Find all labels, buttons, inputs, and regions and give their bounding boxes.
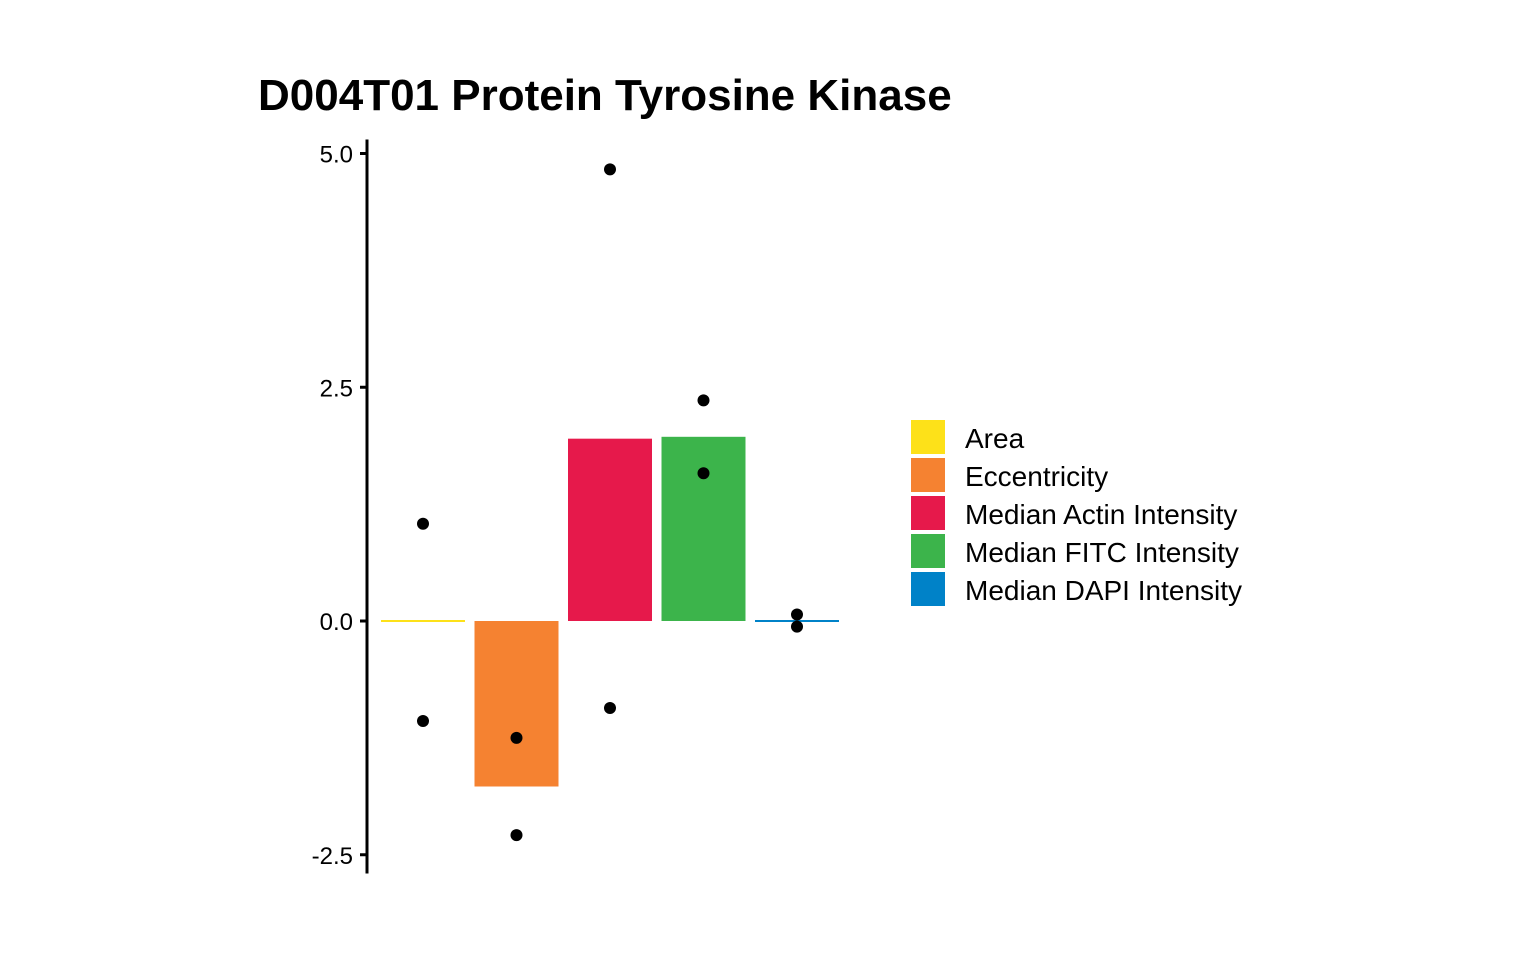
data-point — [604, 163, 616, 176]
data-point — [697, 467, 710, 480]
data-point — [510, 731, 523, 744]
legend-swatch — [911, 534, 945, 568]
chart-title: D004T01 Protein Tyrosine Kinase — [258, 71, 952, 120]
bar-4 — [661, 436, 746, 621]
legend-swatch — [911, 572, 945, 606]
data-point — [604, 701, 616, 714]
data-point — [791, 620, 803, 633]
legend-label: Median DAPI Intensity — [965, 575, 1242, 606]
data-point — [417, 517, 429, 530]
data-point — [697, 394, 710, 407]
plot-area — [381, 163, 839, 842]
legend-label: Median Actin Intensity — [965, 499, 1237, 530]
legend-swatch — [911, 420, 945, 454]
y-tick-label: 0.0 — [320, 609, 353, 636]
data-point — [417, 715, 429, 728]
bar-3 — [568, 438, 652, 621]
legend-label: Median FITC Intensity — [965, 537, 1239, 568]
bar-2 — [474, 621, 559, 787]
legend-swatch — [911, 458, 945, 492]
y-tick-label: -2.5 — [312, 843, 353, 870]
legend-label: Eccentricity — [965, 461, 1108, 492]
data-point — [791, 608, 803, 621]
legend-swatch — [911, 496, 945, 530]
y-tick-label: 5.0 — [320, 142, 353, 169]
data-point — [510, 829, 523, 842]
y-axis: 5.0 2.5 0.0 -2.5 — [312, 139, 369, 874]
legend: Area Eccentricity Median Actin Intensity Me… — [911, 420, 1242, 606]
legend-label: Area — [965, 423, 1025, 454]
y-tick-label: 2.5 — [320, 375, 353, 402]
